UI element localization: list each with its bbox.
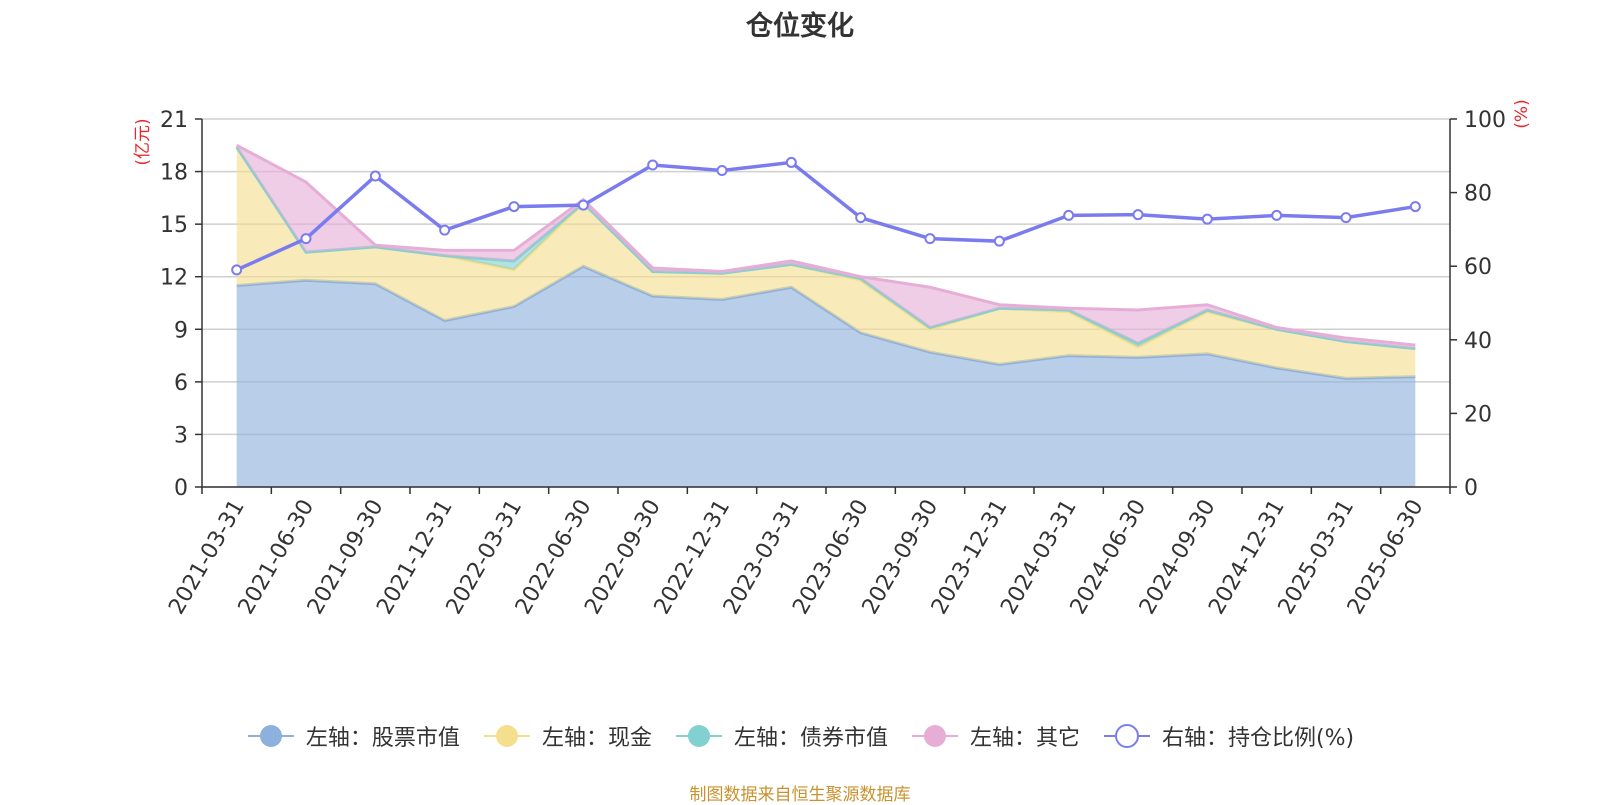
legend-item[interactable]: 右轴：持仓比例(%) (1102, 720, 1354, 752)
ratio-line (235, 160, 1416, 272)
area-edge-左轴：其它 (235, 143, 1416, 347)
legend: 左轴：股票市值 左轴：现金 左轴：债券市值 左轴：其它 右轴：持仓比例(%) (0, 720, 1600, 752)
ratio-point (1340, 212, 1352, 224)
legend-label: 左轴：股票市值 (305, 726, 460, 751)
ratio-point (647, 159, 659, 171)
right-axis-label: (%) (1512, 99, 1532, 128)
chart-title: 仓位变化 (746, 11, 854, 42)
x-axis-tick-label: 2025-06-30 (1343, 496, 1429, 619)
left-axis-tick-label: 3 (174, 423, 188, 448)
left-axis-tick-label: 9 (174, 318, 188, 343)
legend-item[interactable]: 左轴：股票市值 (246, 720, 460, 752)
ratio-point (716, 165, 728, 177)
ratio-point (508, 201, 520, 213)
ratio-point (1271, 209, 1283, 221)
filled-circle-icon (483, 725, 530, 747)
legend-item[interactable]: 左轴：债券市值 (674, 720, 888, 752)
filled-circle-icon (247, 725, 294, 747)
filled-circle-icon (675, 725, 722, 747)
right-axis-tick-label: 60 (1464, 255, 1492, 280)
legend-label: 右轴：持仓比例(%) (1161, 726, 1355, 751)
right-axis-tick-label: 40 (1464, 329, 1492, 354)
left-axis-tick-label: 15 (160, 213, 188, 238)
left-axis-tick-label: 21 (160, 108, 188, 133)
legend-item[interactable]: 左轴：其它 (910, 720, 1080, 752)
ratio-point (231, 264, 243, 276)
ratio-point (1132, 209, 1144, 221)
ratio-point (1063, 209, 1075, 221)
ratio-point (855, 212, 867, 224)
right-axis-tick-label: 0 (1464, 476, 1478, 501)
ratio-point (785, 156, 797, 168)
legend-item[interactable]: 左轴：现金 (482, 720, 652, 752)
left-axis-label: (亿元) (133, 118, 153, 165)
area-左轴：股票市值 (236, 266, 1416, 487)
ratio-point (439, 224, 451, 236)
ratio-point (1201, 213, 1213, 225)
filled-circle-icon (911, 725, 958, 747)
legend-label: 左轴：其它 (969, 726, 1080, 751)
ratio-point (924, 233, 936, 245)
stacked-areas (235, 143, 1416, 487)
ratio-point (993, 235, 1005, 247)
left-axis-tick-label: 18 (160, 161, 188, 186)
right-axis-tick-label: 80 (1464, 182, 1492, 207)
ratio-point (577, 199, 589, 211)
ratio-point (369, 170, 381, 182)
right-axis-tick-label: 20 (1464, 402, 1492, 427)
left-axis-tick-label: 0 (174, 476, 188, 501)
legend-label: 左轴：债券市值 (733, 726, 888, 751)
area-edge-左轴：债券市值 (235, 146, 1416, 351)
ratio-point (1409, 201, 1421, 213)
hollow-circle-icon (1103, 724, 1150, 748)
left-axis-tick-label: 6 (174, 371, 188, 396)
source-note: 制图数据来自恒生聚源数据库 (689, 785, 911, 805)
left-axis-tick-label: 12 (160, 266, 188, 291)
ratio-point (300, 233, 312, 245)
right-axis-tick-label: 100 (1464, 108, 1506, 133)
legend-label: 左轴：现金 (541, 726, 652, 751)
ratio-line-series (231, 156, 1421, 276)
